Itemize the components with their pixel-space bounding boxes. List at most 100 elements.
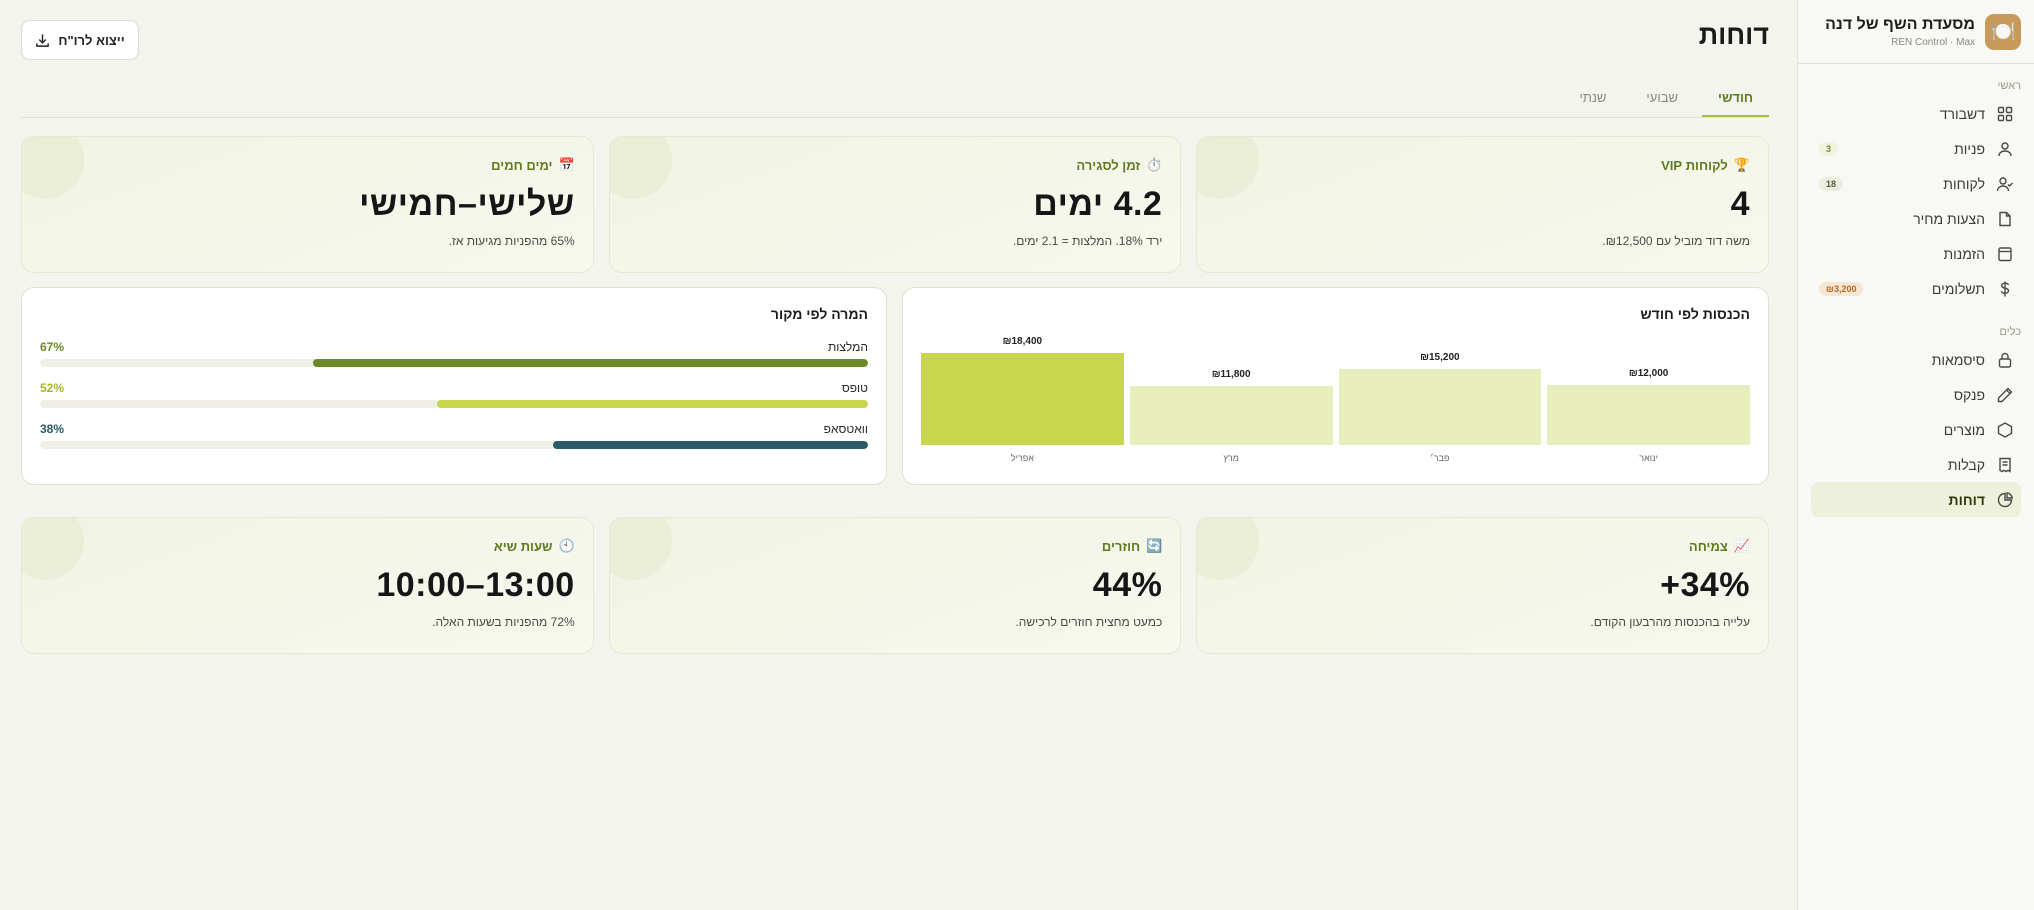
stat-value: 4.2 ימים xyxy=(1033,185,1163,223)
stat-label: 🏆 לקוחות VIP xyxy=(1661,157,1750,173)
category-label: ינואר xyxy=(1639,453,1658,463)
bar-value-label: ₪15,200 xyxy=(1420,352,1460,364)
count-badge: 3 xyxy=(1819,141,1839,156)
progress-fill xyxy=(313,359,868,367)
category-label: פבר׳ xyxy=(1430,453,1450,463)
stat-label: 🔄 חוזרים xyxy=(1101,538,1163,554)
progress-track xyxy=(40,359,868,367)
stat-card-hot-days: 📅 ימים חמים שלישי–חמישי 65% מהפניות מגיע… xyxy=(21,136,594,273)
stat-card-close-time: ⏱️ זמן לסגירה 4.2 ימים ירד 18%. המלצות =… xyxy=(608,136,1182,273)
calendar-icon: 📅 xyxy=(558,157,575,172)
sidebar-item-notebook[interactable]: פנקס xyxy=(1811,377,2021,412)
chart-bar-column: ₪11,800 xyxy=(1129,336,1333,445)
sidebar-item-label: פנקס xyxy=(1953,386,1985,403)
sidebar-item-payments[interactable]: תשלומים ₪3,200 xyxy=(1811,271,2021,306)
file-icon xyxy=(1995,209,2015,229)
main-content: דוחות ייצוא לרו"ח חודשי שבועי שנתי 🏆 לקו… xyxy=(21,20,1769,654)
sidebar-item-passwords[interactable]: סיסמאות xyxy=(1811,342,2021,377)
stat-description: ירד 18%. המלצות = 2.1 ימים. xyxy=(1012,234,1163,248)
stat-label: ⏱️ זמן לסגירה xyxy=(1076,157,1163,173)
sidebar-item-quotes[interactable]: הצעות מחיר xyxy=(1811,201,2021,236)
sidebar-item-orders[interactable]: הזמנות xyxy=(1811,236,2021,271)
user-icon xyxy=(1995,139,2015,159)
tab-weekly[interactable]: שבועי xyxy=(1646,90,1679,105)
source-percent: 67% xyxy=(40,340,65,354)
stat-description: 72% מהפניות בשעות האלה. xyxy=(432,615,575,629)
stat-label: 📅 ימים חמים xyxy=(491,157,575,173)
bar-value-label: ₪18,400 xyxy=(1002,336,1043,348)
stat-description: 65% מהפניות מגיעות אז. xyxy=(448,234,575,248)
sidebar-item-label: דשבורד xyxy=(1939,105,1985,122)
chart-bar[interactable] xyxy=(921,353,1124,445)
chart-bar[interactable] xyxy=(1129,386,1333,445)
stat-label: 📈 צמיחה xyxy=(1688,538,1750,554)
sidebar-item-dashboard[interactable]: דשבורד xyxy=(1811,96,2021,131)
clock-icon: 🕙 xyxy=(558,538,575,553)
export-button[interactable]: ייצוא לרו"ח xyxy=(21,20,139,60)
pen-icon xyxy=(1995,385,2015,405)
stat-card-growth: 📈 צמיחה +34% עלייה בהכנסות מהרבעון הקודם… xyxy=(1196,517,1769,654)
sidebar-item-reports[interactable]: דוחות xyxy=(1811,482,2021,517)
tab-yearly[interactable]: שנתי xyxy=(1579,90,1607,105)
progress-track xyxy=(40,441,868,449)
bar-value-label: ₪11,800 xyxy=(1211,369,1251,381)
brand-subtitle: REN Control · Max xyxy=(1891,36,1975,48)
stat-card-vip: 🏆 לקוחות VIP 4 משה דוד מוביל עם ₪12,500. xyxy=(1196,136,1769,273)
users-icon xyxy=(1995,174,2015,194)
pie-icon xyxy=(1995,490,2015,510)
stat-card-peak-hours: 🕙 שעות שיא 10:00–13:00 72% מהפניות בשעות… xyxy=(21,517,594,654)
bottom-stat-cards: 📈 צמיחה +34% עלייה בהכנסות מהרבעון הקודם… xyxy=(21,517,1769,654)
nav-section-main: ראשי xyxy=(1997,80,2021,92)
dollar-icon xyxy=(1995,279,2015,299)
chart-up-icon: 📈 xyxy=(1733,538,1750,553)
progress-fill xyxy=(437,400,868,408)
sidebar-item-label: פניות xyxy=(1954,140,1985,157)
sidebar-item-label: הזמנות xyxy=(1943,245,1986,262)
sidebar-item-label: קבלות xyxy=(1947,456,1985,473)
stat-value: 44% xyxy=(1092,566,1163,604)
sidebar-item-label: לקוחות xyxy=(1943,175,1985,192)
page-title: דוחות xyxy=(1698,20,1769,50)
source-percent: 38% xyxy=(40,422,65,436)
count-badge: 18 xyxy=(1819,176,1844,191)
tab-monthly[interactable]: חודשי xyxy=(1702,85,1769,117)
stat-value: 4 xyxy=(1730,185,1750,223)
plate-icon: 🍽️ xyxy=(1985,13,2021,50)
grid-icon xyxy=(1995,104,2015,124)
nav-section-tools: כלים xyxy=(1999,326,2021,338)
stat-description: עלייה בהכנסות מהרבעון הקודם. xyxy=(1590,615,1750,629)
chart-bar[interactable] xyxy=(1547,385,1750,445)
panel-title: המרה לפי מקור xyxy=(770,306,868,322)
sidebar-item-receipts[interactable]: קבלות xyxy=(1811,447,2021,482)
source-percent: 52% xyxy=(40,381,65,395)
sidebar-item-customers[interactable]: לקוחות 18 xyxy=(1811,166,2021,201)
source-row: טופס 52% xyxy=(40,381,868,408)
sidebar-item-label: סיסמאות xyxy=(1931,351,1985,368)
sidebar-item-label: מוצרים xyxy=(1943,421,1985,438)
category-label: אפריל xyxy=(1010,453,1034,463)
panel-title: הכנסות לפי חודש xyxy=(1640,306,1750,322)
amount-badge: ₪3,200 xyxy=(1819,281,1864,296)
lock-icon xyxy=(1995,350,2015,370)
sidebar-item-label: דוחות xyxy=(1948,491,1985,508)
sidebar-item-inquiries[interactable]: פניות 3 xyxy=(1811,131,2021,166)
chart-bar-column: ₪12,000 xyxy=(1547,336,1750,445)
sidebar-item-products[interactable]: מוצרים xyxy=(1811,412,2021,447)
box-icon xyxy=(1995,420,2015,440)
sidebar-item-label: הצעות מחיר xyxy=(1913,210,1985,227)
stat-value: +34% xyxy=(1660,566,1750,604)
trophy-icon: 🏆 xyxy=(1733,157,1750,172)
bar-value-label: ₪12,000 xyxy=(1628,368,1669,380)
source-label: וואטסאפ xyxy=(823,422,868,436)
repeat-icon: 🔄 xyxy=(1146,538,1163,553)
chart-bar[interactable] xyxy=(1338,369,1542,445)
source-label: טופס xyxy=(841,381,868,395)
sidebar-item-label: תשלומים xyxy=(1931,280,1985,297)
source-label: המלצות xyxy=(827,340,868,354)
progress-track xyxy=(40,400,868,408)
source-row: וואטסאפ 38% xyxy=(40,422,868,449)
brand-header: 🍽️ מסעדת השף של דנה REN Control · Max xyxy=(1798,0,2034,64)
category-label: מרץ xyxy=(1223,453,1239,463)
stat-card-returning: 🔄 חוזרים 44% כמעט מחצית חוזרים לרכישה. xyxy=(608,517,1182,654)
stat-value: 10:00–13:00 xyxy=(376,566,575,604)
